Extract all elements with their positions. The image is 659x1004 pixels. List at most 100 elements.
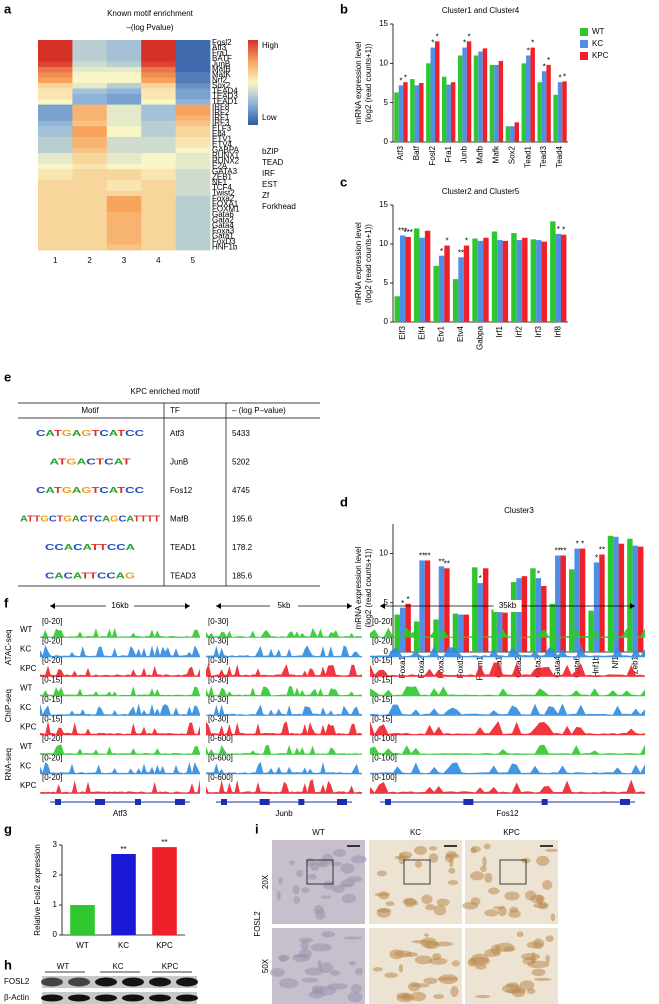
tissue-blob [351, 855, 367, 864]
heatmap-cell [72, 223, 108, 229]
significance-label: * [440, 247, 443, 256]
heatmap-cell [106, 131, 142, 138]
significance-label: * [399, 76, 402, 85]
blot-band [95, 994, 117, 1002]
significance-label: ** [444, 559, 450, 568]
heatmap-cell [141, 142, 176, 149]
blot-band [95, 977, 117, 987]
y-tick-label: 5 [384, 598, 389, 607]
heatmap-cell [106, 66, 142, 73]
tissue-blob [414, 845, 427, 855]
heatmap-cell [175, 217, 211, 224]
row-label: RUNX2 [212, 156, 240, 165]
logo-base: G [81, 486, 91, 495]
significance-label: * [558, 73, 561, 82]
tissue-blob [289, 860, 296, 865]
legend-label: KC [592, 39, 603, 48]
bar [419, 237, 425, 322]
track-range: [0-30] [208, 695, 228, 704]
tissue-blob [545, 954, 551, 964]
tissue-blob [376, 907, 391, 918]
scale-label-bg [493, 600, 522, 612]
bar [477, 583, 483, 652]
heatmap-cell [38, 153, 73, 159]
heatmap-cell [175, 206, 211, 213]
significance-label: * [562, 226, 565, 235]
row-label: Twist2 [212, 189, 235, 198]
significance-label: * [576, 540, 579, 549]
x-tick-label: Gata6 [572, 655, 581, 677]
signal-track [206, 645, 362, 657]
y-tick-label: 10 [379, 58, 388, 67]
bar [632, 545, 639, 652]
logo-base: T [91, 429, 99, 438]
blot-sample: KC [112, 962, 123, 971]
heatmap-cell [106, 136, 142, 143]
bar [497, 240, 503, 322]
x-tick-label: Irf3 [534, 325, 543, 337]
magnification: 20X [261, 874, 270, 889]
heatmap-cell [141, 120, 176, 127]
y-tick-label: 15 [379, 200, 388, 209]
blot-band [176, 977, 198, 987]
heatmap-cell [38, 147, 73, 154]
bar [410, 79, 415, 142]
tissue-blob [482, 856, 487, 868]
tissue-blob [550, 913, 556, 922]
heatmap-cell [38, 180, 73, 186]
tissue-blob [348, 961, 356, 966]
bar [70, 905, 95, 935]
significance-label: ** [458, 248, 464, 257]
sample-label: KPC [20, 722, 37, 731]
heatmap-cell [38, 83, 73, 89]
bar [526, 55, 531, 142]
y-axis-label: (log2 (read counts+1)) [364, 548, 373, 627]
signal-track [40, 686, 200, 696]
heatmap-cell [106, 244, 142, 251]
bar [463, 245, 470, 322]
heatmap-cell [175, 233, 211, 240]
logo-base: T [99, 543, 107, 552]
bar [496, 610, 503, 652]
heatmap-cell [72, 233, 108, 240]
logo-base: A [83, 543, 93, 552]
bar [457, 55, 463, 142]
heatmap-cell [175, 212, 211, 219]
heatmap-cell [38, 142, 73, 149]
bar [450, 82, 456, 142]
heatmap-cell [72, 83, 108, 89]
heatmap-cell [38, 72, 73, 79]
assay-label: ChIP-seq [4, 689, 13, 722]
exon [337, 799, 347, 805]
logo-base: T [140, 515, 147, 524]
heatmap-cell [141, 174, 176, 181]
tissue-blob [527, 988, 536, 995]
logo-base: C [36, 486, 46, 495]
tissue-blob [536, 855, 550, 867]
heatmap-cell [38, 190, 73, 197]
row-label: TEAD1 [212, 97, 238, 106]
bar [522, 237, 528, 322]
heatmap-cell [141, 110, 176, 116]
x-tick-label: KPC [156, 941, 173, 950]
sample-label: KC [20, 644, 31, 653]
significance-label: * [436, 32, 439, 41]
colorbar-label: Low [262, 113, 277, 122]
logo-base: C [135, 486, 145, 495]
y-tick-label: 2 [53, 870, 58, 879]
heatmap-cell [141, 83, 176, 89]
tissue-blob [533, 903, 548, 909]
heatmap-cell [38, 228, 73, 235]
bar [477, 240, 484, 322]
logo-base: C [36, 429, 46, 438]
significance-label: * [581, 540, 584, 549]
sample-label: KPC [20, 664, 37, 673]
signal-track [206, 779, 362, 794]
signal-track [206, 761, 362, 774]
bar [403, 82, 408, 142]
signal-track [40, 703, 200, 716]
heatmap-cell [141, 201, 176, 208]
log-p-value: 178.2 [232, 543, 253, 552]
tissue-blob [519, 980, 535, 991]
heatmap-cell [38, 196, 73, 202]
